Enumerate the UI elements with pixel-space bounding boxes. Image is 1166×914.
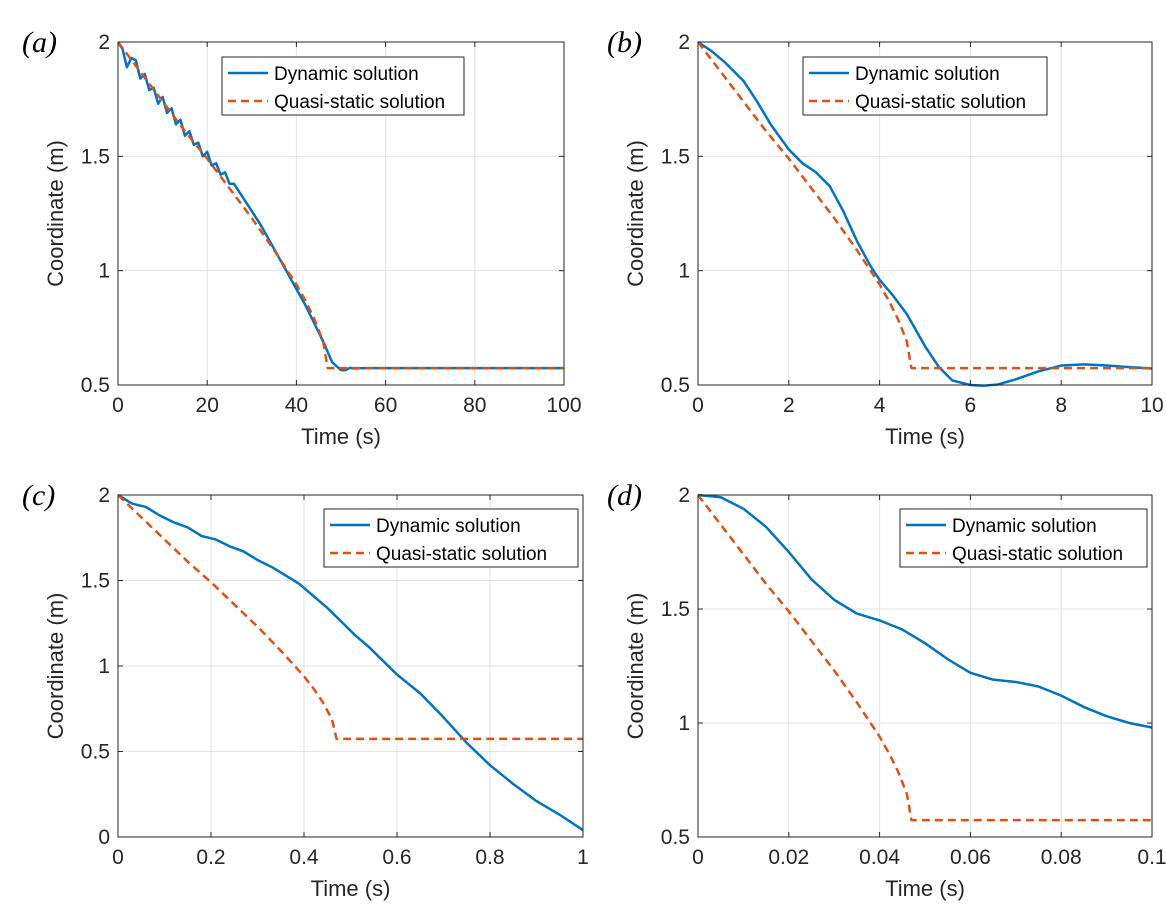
dynamic-series-line — [118, 493, 583, 832]
dynamic-series-line — [698, 40, 1152, 387]
legend: Dynamic solution Quasi-static solution — [899, 508, 1148, 568]
legend-box — [323, 508, 579, 568]
panel-label: (b) — [607, 26, 642, 59]
legend-entry: Quasi-static solution — [274, 92, 445, 113]
legend-entry: Quasi-static solution — [855, 92, 1026, 113]
x-tick-label: 40 — [285, 394, 308, 417]
y-tick-label: 1.5 — [661, 598, 690, 621]
x-tick-label: 100 — [546, 394, 581, 417]
legend: Dynamic solution Quasi-static solution — [221, 56, 465, 116]
legend-box — [802, 56, 1048, 116]
x-tick-label: 8 — [1055, 394, 1067, 417]
x-tick-label: 4 — [874, 394, 886, 417]
quasi-static-series-line — [698, 494, 1152, 822]
axes-box — [697, 494, 1153, 838]
x-tick-label: 1 — [577, 846, 589, 869]
panel-label: (c) — [22, 479, 55, 512]
x-tick-label: 0.08 — [1041, 846, 1082, 869]
x-axis-label: Time (s) — [885, 424, 965, 449]
quasi-static-series-line — [118, 494, 583, 741]
y-tick-label: 1 — [678, 712, 690, 735]
legend-entry: Dynamic solution — [376, 516, 521, 537]
y-tick-label: 2 — [678, 31, 690, 54]
chart-panel-c: 0 0.2 0.4 0.6 0.8 1 0 0.5 1 1.5 2 Time (s) Coordinat… — [22, 479, 589, 901]
y-axis-label: Coordinate (m) — [43, 140, 68, 287]
axes-box — [697, 41, 1153, 386]
x-tick-label: 0.04 — [859, 846, 900, 869]
x-tick-label: 0.4 — [289, 846, 319, 869]
y-tick-label: 0.5 — [81, 374, 110, 397]
y-tick-label: 0 — [98, 826, 110, 849]
legend-entry: Dynamic solution — [855, 64, 1000, 85]
y-axis-label: Coordinate (m) — [43, 593, 68, 740]
x-tick-label: 20 — [196, 394, 219, 417]
x-tick-label: 80 — [463, 394, 486, 417]
x-tick-label: 0.02 — [768, 846, 809, 869]
legend-box — [221, 56, 465, 116]
dynamic-series-line — [698, 493, 1152, 729]
legend-box — [899, 508, 1148, 568]
legend: Dynamic solution Quasi-static solution — [802, 56, 1048, 116]
x-axis-label: Time (s) — [301, 424, 381, 449]
y-tick-label: 0.5 — [661, 374, 690, 397]
legend-entry: Quasi-static solution — [952, 544, 1123, 565]
y-axis-label: Coordinate (m) — [623, 140, 648, 287]
x-tick-label: 2 — [783, 394, 795, 417]
axes-box — [117, 41, 565, 386]
chart-panel-d: 0 0.02 0.04 0.06 0.08 0.1 0.5 1 1.5 2 Time (s) Coor… — [607, 479, 1166, 901]
y-tick-label: 1 — [678, 260, 690, 283]
y-tick-label: 1 — [98, 260, 110, 283]
quasi-static-series-line — [118, 41, 564, 370]
x-tick-label: 6 — [965, 394, 977, 417]
x-tick-label: 0.6 — [382, 846, 411, 869]
legend-entry: Dynamic solution — [274, 64, 419, 85]
x-tick-label: 0 — [112, 846, 124, 869]
y-tick-label: 2 — [98, 31, 110, 54]
quasi-static-series-line — [698, 41, 1152, 370]
legend: Dynamic solution Quasi-static solution — [323, 508, 579, 568]
y-tick-label: 1.5 — [81, 570, 110, 593]
x-axis-label: Time (s) — [885, 876, 965, 901]
y-tick-label: 2 — [98, 484, 110, 507]
y-axis-label: Coordinate (m) — [623, 593, 648, 740]
x-tick-label: 0.06 — [950, 846, 991, 869]
legend-entry: Dynamic solution — [952, 516, 1097, 537]
x-tick-label: 60 — [374, 394, 397, 417]
x-axis-label: Time (s) — [311, 876, 391, 901]
x-tick-label: 0 — [692, 394, 704, 417]
x-tick-label: 0 — [112, 394, 124, 417]
panel-label: (a) — [22, 26, 57, 59]
y-tick-label: 2 — [678, 484, 690, 507]
y-tick-label: 1 — [98, 655, 110, 678]
x-tick-label: 0.2 — [196, 846, 225, 869]
x-tick-label: 0 — [692, 846, 704, 869]
legend-entry: Quasi-static solution — [376, 544, 547, 565]
x-tick-label: 0.8 — [475, 846, 504, 869]
y-tick-label: 1.5 — [661, 145, 690, 168]
chart-panel-b: 0 2 4 6 8 10 0.5 1 1.5 2 Time (s) Coordinate (m) (b)… — [607, 26, 1164, 449]
y-tick-label: 1.5 — [81, 145, 110, 168]
y-tick-label: 0.5 — [661, 826, 690, 849]
x-tick-label: 10 — [1140, 394, 1163, 417]
y-tick-label: 0.5 — [81, 741, 110, 764]
panel-label: (d) — [607, 479, 642, 512]
chart-panel-a: 0 20 40 60 80 100 0.5 1 1.5 2 Time (s) Coordinate (… — [22, 26, 582, 449]
x-tick-label: 0.1 — [1137, 846, 1166, 869]
